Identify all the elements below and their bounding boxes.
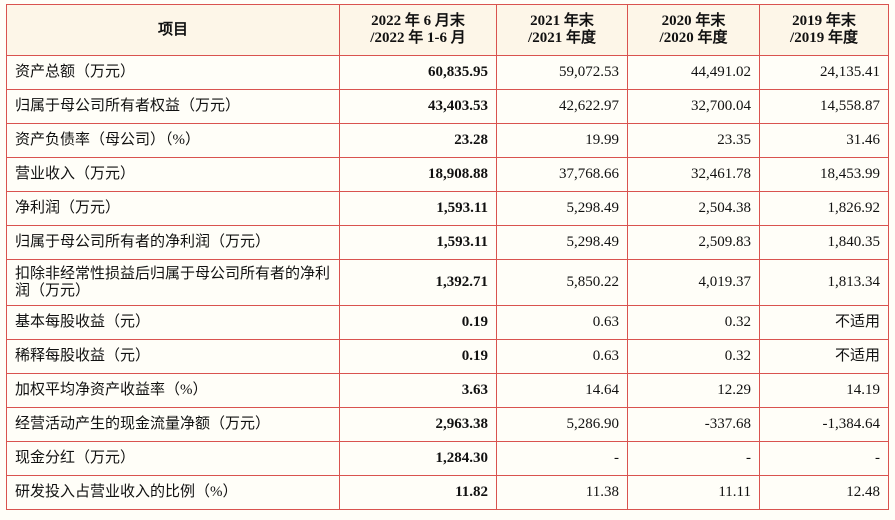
value-cell: 18,908.88 — [339, 157, 497, 192]
data-row: 资产负债率（母公司）（%） 23.28 19.99 23.35 31.46 — [6, 123, 889, 158]
value-cell: - — [759, 441, 889, 476]
value-cell: 14,558.87 — [759, 89, 889, 124]
value-cell: 23.35 — [627, 123, 760, 158]
value-cell: 1,284.30 — [339, 441, 497, 476]
value-cell: 1,826.92 — [759, 191, 889, 226]
header-cell: 2020 年末/2020 年度 — [627, 4, 760, 56]
data-row: 归属于母公司所有者的净利润（万元） 1,593.11 5,298.49 2,509.8… — [6, 225, 889, 260]
row-label: 研发投入占营业收入的比例（%） — [6, 475, 340, 510]
value-cell: 1,813.34 — [759, 259, 889, 306]
value-cell: 14.19 — [759, 373, 889, 408]
header-cell: 2022 年 6 月末/2022 年 1-6 月 — [339, 4, 497, 56]
row-label: 扣除非经常性损益后归属于母公司所有者的净利润（万元） — [6, 259, 340, 306]
value-cell: 19.99 — [496, 123, 628, 158]
row-label: 稀释每股收益（元） — [6, 339, 340, 374]
header-row: 项目 2022 年 6 月末/2022 年 1-6 月 2021 年末/2021 年… — [6, 4, 889, 56]
header-text: 项目 — [157, 21, 188, 38]
header-cell: 2019 年末/2019 年度 — [759, 4, 889, 56]
value-cell: 59,072.53 — [496, 55, 628, 90]
value-cell: 32,461.78 — [627, 157, 760, 192]
value-cell: 3.63 — [339, 373, 497, 408]
value-cell: 1,392.71 — [339, 259, 497, 306]
value-cell: 24,135.41 — [759, 55, 889, 90]
header-text: 2020 年末 — [661, 13, 726, 29]
row-label: 营业收入（万元） — [6, 157, 340, 192]
value-cell: 37,768.66 — [496, 157, 628, 192]
value-cell: 1,593.11 — [339, 191, 497, 226]
value-cell: 12.48 — [759, 475, 889, 510]
row-label: 净利润（万元） — [6, 191, 340, 226]
value-cell: 4,019.37 — [627, 259, 760, 306]
value-cell: 不适用 — [759, 339, 889, 374]
value-cell: -1,384.64 — [759, 407, 889, 442]
value-cell: 14.64 — [496, 373, 628, 408]
header-text: /2020 年度 — [659, 30, 728, 46]
header-cell: 项目 — [6, 4, 340, 56]
data-row: 现金分红（万元） 1,284.30- - - — [6, 441, 889, 476]
data-row: 研发投入占营业收入的比例（%） 11.82 11.38 11.11 12.48 — [6, 475, 889, 510]
value-cell: - — [627, 441, 760, 476]
data-row: 净利润（万元） 1,593.11 5,298.49 2,504.38 1,826.92 — [6, 191, 889, 226]
data-row: 经营活动产生的现金流量净额（万元） 2,963.38 5,286.90 -337.68… — [6, 407, 889, 442]
header-text: 2019 年末 — [792, 13, 856, 29]
table-container: 项目 2022 年 6 月末/2022 年 1-6 月 2021 年末/2021 年… — [6, 4, 889, 510]
value-cell: 0.63 — [496, 305, 628, 340]
value-cell: 0.63 — [496, 339, 628, 374]
value-cell: 1,840.35 — [759, 225, 889, 260]
value-cell: 11.11 — [627, 475, 760, 510]
value-cell: 5,850.22 — [496, 259, 628, 306]
header-text: /2021 年度 — [528, 30, 596, 46]
data-row: 稀释每股收益（元） 0.19 0.63 0.32 不适用 — [6, 339, 889, 374]
value-cell: 0.32 — [627, 339, 760, 374]
row-label: 经营活动产生的现金流量净额（万元） — [6, 407, 340, 442]
value-cell: 2,963.38 — [339, 407, 497, 442]
value-cell: 11.82 — [339, 475, 497, 510]
value-cell: 60,835.95 — [339, 55, 497, 90]
data-row: 归属于母公司所有者权益（万元） 43,403.53 42,622.97 32,700.… — [6, 89, 889, 124]
value-cell: 11.38 — [496, 475, 628, 510]
value-cell: 1,593.11 — [339, 225, 497, 260]
data-row: 扣除非经常性损益后归属于母公司所有者的净利润（万元） 1,392.71 5,850.… — [6, 259, 889, 306]
row-label: 资产负债率（母公司）（%） — [6, 123, 340, 158]
value-cell: 44,491.02 — [627, 55, 760, 90]
data-row: 基本每股收益（元） 0.19 0.63 0.32 不适用 — [6, 305, 889, 340]
value-cell: 18,453.99 — [759, 157, 889, 192]
row-label: 基本每股收益（元） — [6, 305, 340, 340]
data-row: 加权平均净资产收益率（%） 3.63 14.64 12.29 14.19 — [6, 373, 889, 408]
value-cell: 12.29 — [627, 373, 760, 408]
value-cell: 不适用 — [759, 305, 889, 340]
value-cell: 43,403.53 — [339, 89, 497, 124]
value-cell: 32,700.04 — [627, 89, 760, 124]
row-label: 现金分红（万元） — [6, 441, 340, 476]
header-text: 2021 年末 — [530, 13, 594, 29]
value-cell: 0.32 — [627, 305, 760, 340]
value-cell: 23.28 — [339, 123, 497, 158]
header-text: /2019 年度 — [790, 30, 858, 46]
row-label: 归属于母公司所有者权益（万元） — [6, 89, 340, 124]
header-text: /2022 年 1-6 月 — [370, 30, 466, 46]
header-text: 2022 年 6 月末 — [371, 13, 465, 29]
value-cell: 0.19 — [339, 339, 497, 374]
row-label: 资产总额（万元） — [6, 55, 340, 90]
value-cell: 2,509.83 — [627, 225, 760, 260]
row-label: 加权平均净资产收益率（%） — [6, 373, 340, 408]
data-row: 营业收入（万元） 18,908.88 37,768.66 32,461.78 18,45… — [6, 157, 889, 192]
value-cell: 42,622.97 — [496, 89, 628, 124]
value-cell: 31.46 — [759, 123, 889, 158]
data-row: 资产总额（万元） 60,835.95 59,072.53 44,491.02 24,13… — [6, 55, 889, 90]
value-cell: 2,504.38 — [627, 191, 760, 226]
row-label: 归属于母公司所有者的净利润（万元） — [6, 225, 340, 260]
value-cell: -337.68 — [627, 407, 760, 442]
header-cell: 2021 年末/2021 年度 — [496, 4, 628, 56]
financial-table: 项目 2022 年 6 月末/2022 年 1-6 月 2021 年末/2021 年… — [6, 4, 889, 510]
value-cell: 5,286.90 — [496, 407, 628, 442]
value-cell: 5,298.49 — [496, 225, 628, 260]
value-cell: 5,298.49 — [496, 191, 628, 226]
value-cell: - — [496, 441, 628, 476]
value-cell: 0.19 — [339, 305, 497, 340]
